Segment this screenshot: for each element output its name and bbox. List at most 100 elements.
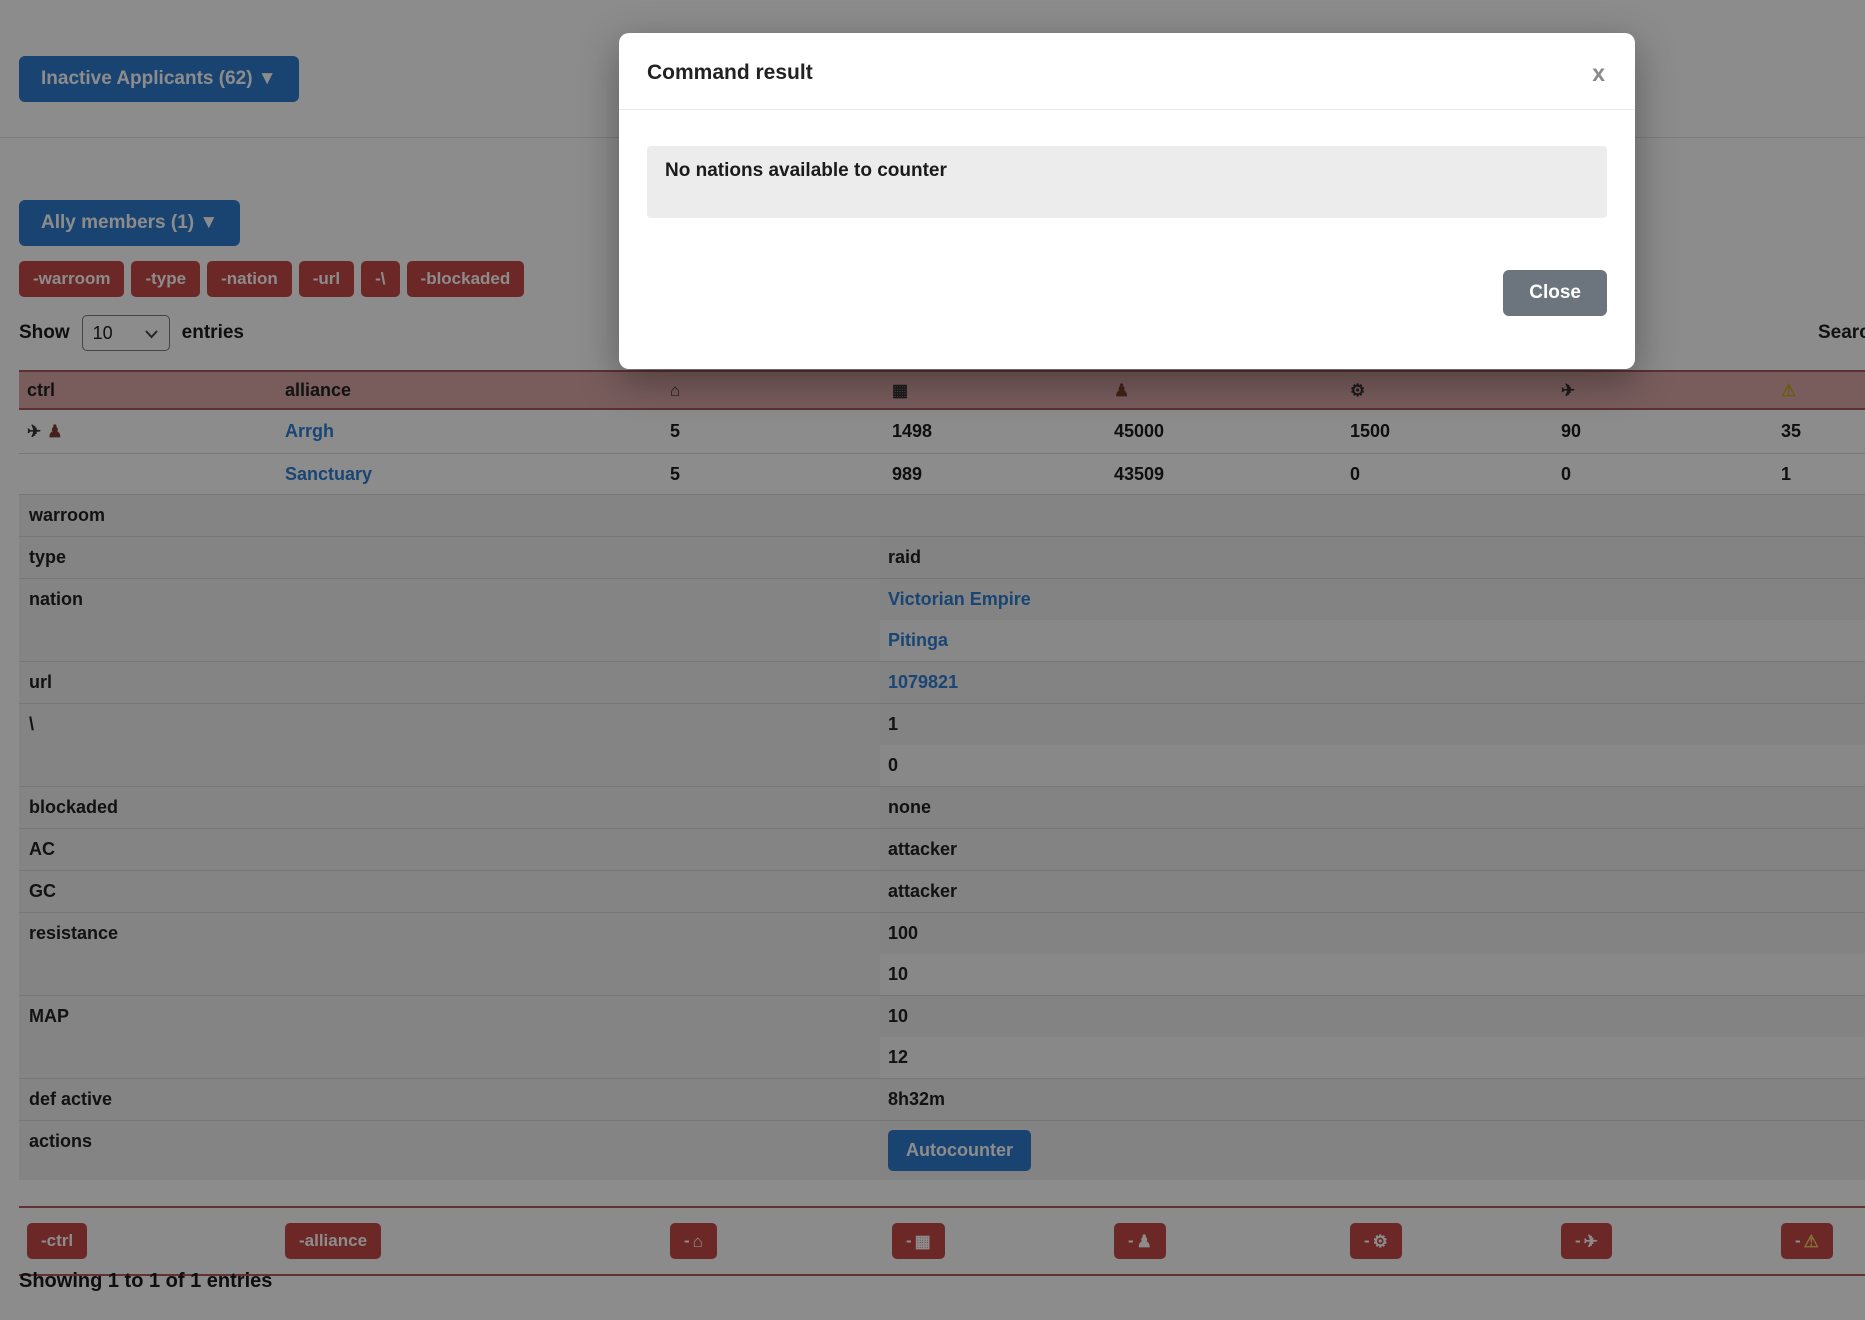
- city-icon: ⌂: [692, 1231, 703, 1251]
- cities-value: 5: [670, 421, 681, 441]
- detail-row-type: type raid: [19, 536, 1865, 578]
- modal-title: Command result: [647, 61, 813, 84]
- alliance-link[interactable]: Sanctuary: [285, 463, 373, 484]
- detail-label: warroom: [29, 505, 106, 525]
- filter-remove-warroom[interactable]: -warroom: [19, 261, 125, 297]
- table-row: ✈ ♟ Arrgh 5 1498 45000 1500 90 35: [19, 410, 1865, 454]
- table-info: Showing 1 to 1 of 1 entries: [19, 1270, 273, 1292]
- ships-value: 35: [1781, 421, 1802, 441]
- detail-row-url: url 1079821: [19, 661, 1865, 703]
- minus-label: -: [1575, 1231, 1581, 1250]
- modal-message: No nations available to counter: [647, 146, 1607, 218]
- detail-label: nation: [29, 589, 83, 609]
- filter-remove-backslash[interactable]: -\: [361, 261, 400, 297]
- detail-row-resistance: resistance 100 10: [19, 912, 1865, 995]
- table-spacer: [19, 1180, 1865, 1206]
- modal-header: Command result x: [619, 33, 1635, 110]
- detail-label: def active: [29, 1089, 113, 1109]
- ally-members-button[interactable]: Ally members (1) ▼: [19, 200, 241, 246]
- detail-label: url: [29, 672, 53, 692]
- page-size-select[interactable]: 10: [81, 315, 170, 351]
- detail-value: 0: [880, 745, 1865, 786]
- gear-icon[interactable]: ⚙: [1350, 380, 1366, 400]
- filter-remove-type[interactable]: -type: [131, 261, 201, 297]
- show-label: Show: [19, 322, 70, 343]
- plane-icon: ✈: [1583, 1231, 1598, 1251]
- aircraft-value: 90: [1561, 421, 1582, 441]
- detail-row-ac: AC attacker: [19, 828, 1865, 870]
- table-length-control: Show 10 entries: [19, 315, 244, 351]
- footer-filter-gear[interactable]: - ⚙: [1350, 1223, 1402, 1259]
- detail-row-def-active: def active 8h32m: [19, 1078, 1865, 1120]
- entries-label: entries: [181, 322, 244, 343]
- page-size-value: 10: [92, 322, 113, 343]
- footer-filter-cities[interactable]: - ⌂: [670, 1223, 717, 1259]
- nation-link[interactable]: Victorian Empire: [888, 589, 1031, 609]
- detail-label: MAP: [29, 1006, 69, 1026]
- column-header-ctrl[interactable]: ctrl: [27, 379, 56, 400]
- detail-value: none: [880, 787, 1865, 828]
- person-icon: ♟: [1136, 1231, 1152, 1251]
- filter-remove-url[interactable]: -url: [298, 261, 355, 297]
- minus-label: -: [906, 1231, 912, 1250]
- nation-link[interactable]: Pitinga: [888, 630, 949, 650]
- war-url-link[interactable]: 1079821: [888, 672, 959, 692]
- tanks-value: 1500: [1350, 421, 1391, 441]
- close-icon[interactable]: x: [1592, 59, 1605, 86]
- table-footer-row: -ctrl -alliance - ⌂ - ▦ - ♟ - ⚙ - ✈ - ⚠: [19, 1206, 1865, 1276]
- detail-value: raid: [880, 537, 1865, 578]
- alliance-link[interactable]: Arrgh: [285, 421, 334, 441]
- soldiers-value: 45000: [1114, 421, 1165, 441]
- filter-remove-nation[interactable]: -nation: [207, 261, 292, 297]
- detail-label: GC: [29, 881, 56, 901]
- detail-value: 10: [880, 996, 1865, 1037]
- detail-value: attacker: [880, 829, 1865, 870]
- ships-value: 1: [1781, 463, 1792, 484]
- detail-value: 100: [880, 913, 1865, 954]
- detail-label: blockaded: [29, 797, 119, 817]
- search-label: Search:: [1818, 322, 1865, 343]
- table-header-row: ctrl alliance ⌂ ▦ ♟ ⚙ ✈ ⚠: [19, 370, 1865, 410]
- table-row: Sanctuary 5 989 43509 0 0 1: [19, 454, 1865, 494]
- footer-filter-person[interactable]: - ♟: [1114, 1223, 1166, 1259]
- person-icon[interactable]: ♟: [47, 422, 63, 441]
- score-value: 1498: [892, 421, 933, 441]
- detail-row-map: MAP 10 12: [19, 995, 1865, 1078]
- cities-value: 5: [670, 463, 681, 484]
- warning-icon[interactable]: ⚠: [1781, 380, 1797, 400]
- score-value: 989: [892, 463, 923, 484]
- minus-label: -: [1364, 1231, 1370, 1250]
- close-button[interactable]: Close: [1503, 270, 1607, 316]
- minus-label: -: [1795, 1231, 1801, 1250]
- column-header-alliance[interactable]: alliance: [285, 379, 352, 400]
- detail-value: 12: [880, 1037, 1865, 1078]
- ctrl-cell: ✈ ♟: [19, 410, 277, 453]
- person-icon[interactable]: ♟: [1114, 380, 1130, 400]
- detail-value: 8h32m: [880, 1079, 1865, 1120]
- detail-label: \: [29, 714, 35, 734]
- detail-row-actions: actions Autocounter: [19, 1120, 1865, 1180]
- footer-filter-alliance[interactable]: -alliance: [285, 1223, 382, 1259]
- detail-row-backslash: \ 1 0: [19, 703, 1865, 786]
- detail-value: attacker: [880, 871, 1865, 912]
- modal-footer: Close: [619, 218, 1635, 316]
- footer-filter-money[interactable]: - ▦: [892, 1223, 945, 1259]
- modal-body: No nations available to counter: [619, 110, 1635, 218]
- active-filter-bar: -warroom -type -nation -url -\ -blockade…: [19, 261, 525, 297]
- detail-label: type: [29, 547, 67, 567]
- minus-label: -: [684, 1231, 690, 1250]
- gear-icon: ⚙: [1372, 1231, 1388, 1251]
- autocounter-button[interactable]: Autocounter: [888, 1130, 1031, 1171]
- footer-filter-ctrl[interactable]: -ctrl: [27, 1223, 88, 1259]
- plane-icon[interactable]: ✈: [1561, 380, 1576, 400]
- footer-filter-plane[interactable]: - ✈: [1561, 1223, 1612, 1259]
- inactive-applicants-button[interactable]: Inactive Applicants (62) ▼: [19, 56, 299, 102]
- city-icon[interactable]: ⌂: [670, 380, 681, 400]
- detail-value: 10: [880, 954, 1865, 995]
- detail-value: 1: [880, 704, 1865, 745]
- money-icon: ▦: [914, 1231, 931, 1251]
- footer-filter-warning[interactable]: - ⚠: [1781, 1223, 1833, 1259]
- plane-icon[interactable]: ✈: [27, 422, 42, 441]
- money-icon[interactable]: ▦: [892, 380, 909, 400]
- filter-remove-blockaded[interactable]: -blockaded: [406, 261, 525, 297]
